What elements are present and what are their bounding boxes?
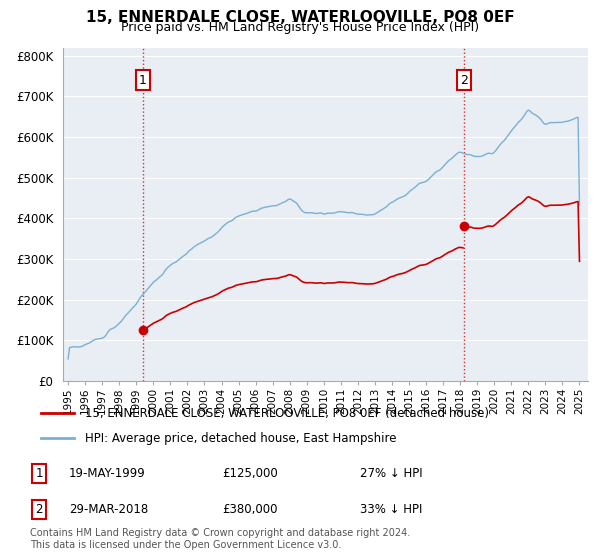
- Text: 19-MAY-1999: 19-MAY-1999: [69, 466, 146, 480]
- Text: 29-MAR-2018: 29-MAR-2018: [69, 503, 148, 516]
- Text: Price paid vs. HM Land Registry's House Price Index (HPI): Price paid vs. HM Land Registry's House …: [121, 21, 479, 34]
- Text: £125,000: £125,000: [222, 466, 278, 480]
- Text: HPI: Average price, detached house, East Hampshire: HPI: Average price, detached house, East…: [85, 432, 397, 445]
- Text: 1: 1: [35, 466, 43, 480]
- Text: 33% ↓ HPI: 33% ↓ HPI: [360, 503, 422, 516]
- Text: 1: 1: [139, 73, 147, 87]
- Text: 15, ENNERDALE CLOSE, WATERLOOVILLE, PO8 0EF (detached house): 15, ENNERDALE CLOSE, WATERLOOVILLE, PO8 …: [85, 407, 489, 419]
- Text: £380,000: £380,000: [222, 503, 277, 516]
- Text: 27% ↓ HPI: 27% ↓ HPI: [360, 466, 422, 480]
- Text: 15, ENNERDALE CLOSE, WATERLOOVILLE, PO8 0EF: 15, ENNERDALE CLOSE, WATERLOOVILLE, PO8 …: [86, 10, 514, 25]
- Text: 2: 2: [460, 73, 468, 87]
- Text: 2: 2: [35, 503, 43, 516]
- Text: Contains HM Land Registry data © Crown copyright and database right 2024.
This d: Contains HM Land Registry data © Crown c…: [30, 528, 410, 550]
